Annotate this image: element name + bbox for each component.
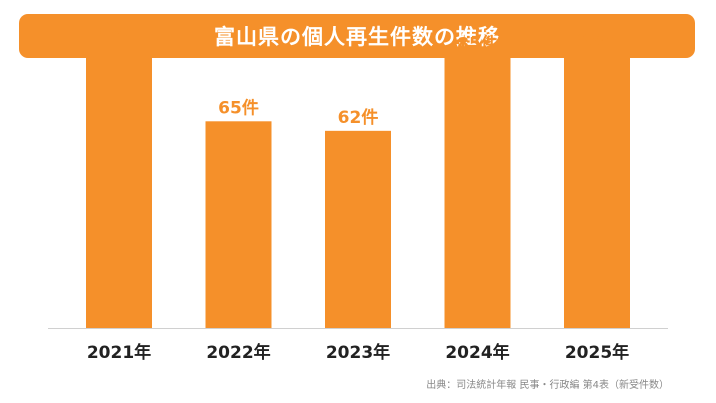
chart-title: 富山県の個人再生件数の推移: [214, 25, 500, 49]
x-tick-2022年: 2022年: [206, 342, 270, 363]
data-labels-group: 90件 65件 62件 85件 86件: [99, 18, 618, 128]
x-tick-2024年: 2024年: [445, 342, 509, 363]
source-note: 出典：司法統計年報 民事・行政編 第4表（新受件数）: [426, 380, 669, 391]
data-label-2024年: 85件: [457, 34, 498, 55]
bars-group: [86, 41, 630, 329]
bar-2025年: [564, 54, 630, 329]
data-label-2021年: 90件: [99, 18, 140, 39]
data-label-2025年: 86件: [577, 31, 618, 52]
data-label-2023年: 62件: [338, 107, 379, 128]
data-label-2022年: 65件: [218, 97, 259, 118]
bar-2024年: [444, 57, 511, 328]
x-tick-2023年: 2023年: [326, 342, 390, 363]
x-tick-labels-group: 2021年 2022年 2023年 2024年 2025年: [87, 342, 629, 363]
x-tick-2025年: 2025年: [565, 342, 629, 363]
bar-2022年: [205, 121, 272, 328]
x-tick-2021年: 2021年: [87, 342, 151, 363]
bar-2023年: [325, 130, 391, 328]
bar-2021年: [86, 41, 152, 329]
